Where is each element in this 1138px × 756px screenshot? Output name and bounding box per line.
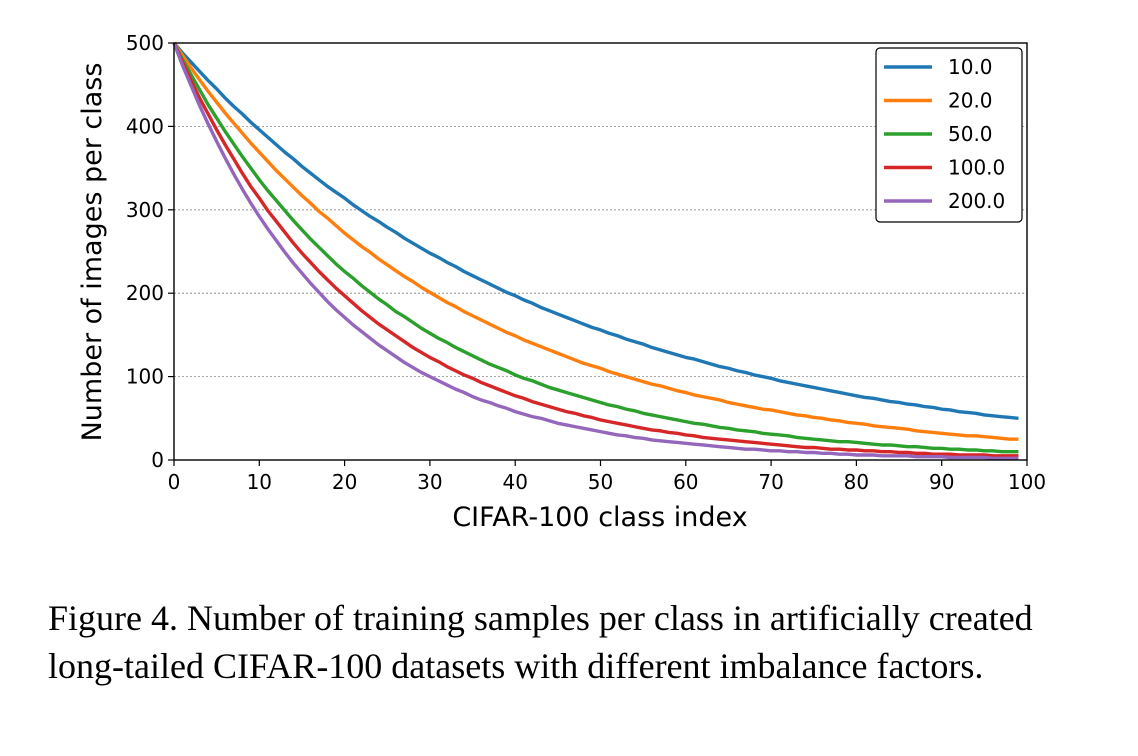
x-tick-label: 0	[168, 470, 181, 494]
legend-label: 200.0	[948, 189, 1005, 213]
legend-label: 10.0	[948, 55, 993, 79]
x-tick-label: 30	[417, 470, 442, 494]
figure-caption: Figure 4. Number of training samples per…	[48, 598, 1033, 686]
y-tick-label: 0	[151, 448, 164, 472]
x-tick-label: 10	[247, 470, 272, 494]
y-axis-ticks: 0 100 200 300 400 500	[126, 31, 174, 472]
series-lines	[172, 41, 1019, 461]
x-tick-label: 80	[844, 470, 869, 494]
x-tick-label: 20	[332, 470, 357, 494]
y-tick-label: 200	[126, 281, 164, 305]
y-tick-label: 500	[126, 31, 164, 55]
legend: 10.0 20.0 50.0 100.0 200.0	[875, 47, 1023, 223]
series-line-100.0	[172, 42, 1019, 458]
legend-box	[875, 47, 1023, 223]
y-tick-label: 100	[126, 365, 164, 389]
x-tick-label: 50	[588, 470, 613, 494]
series-line-20.0	[172, 42, 1019, 441]
series-line-10.0	[172, 41, 1019, 420]
x-tick-label: 70	[758, 470, 783, 494]
y-axis-title: Number of images per class	[77, 63, 108, 442]
x-tick-label: 40	[502, 470, 527, 494]
x-axis-ticks: 0 10 20 30 40 50 60 70 80 90 100	[168, 460, 1046, 494]
x-tick-label: 100	[1008, 470, 1046, 494]
legend-label: 100.0	[948, 156, 1005, 180]
y-tick-label: 300	[126, 198, 164, 222]
line-chart: 0 10 20 30 40 50 60 70 80 90 100 0100200300400500 …	[77, 31, 1046, 533]
x-axis-title: CIFAR-100 class index	[452, 502, 747, 533]
series-line-50.0	[172, 42, 1019, 454]
y-tick-label: 400	[126, 114, 164, 138]
legend-label: 50.0	[948, 122, 993, 146]
x-tick-label: 90	[929, 470, 954, 494]
x-tick-label: 60	[673, 470, 698, 494]
legend-label: 20.0	[948, 89, 993, 113]
series-line-200.0	[172, 42, 1019, 461]
